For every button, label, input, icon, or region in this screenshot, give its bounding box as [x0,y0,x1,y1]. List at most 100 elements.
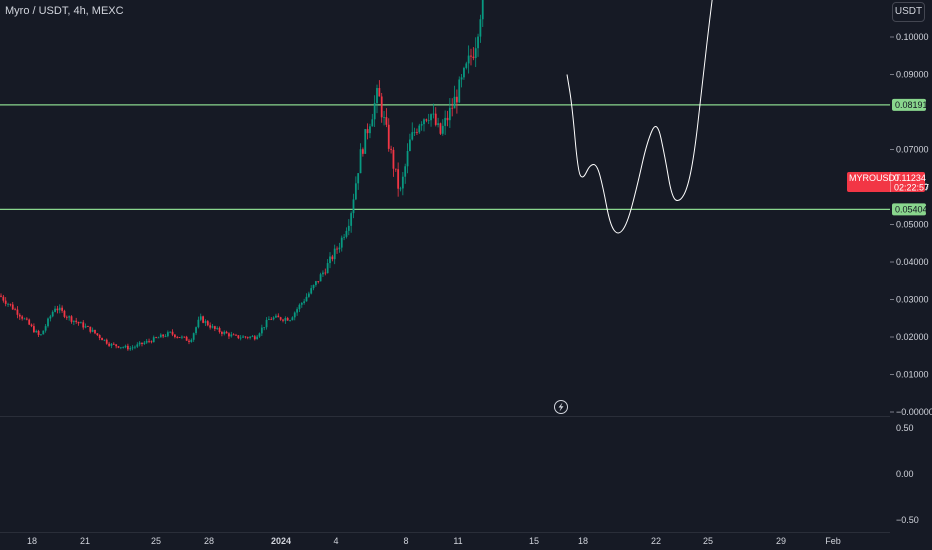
candle-body [385,117,388,125]
candle-body [338,247,341,250]
price-tick-label: 0.04000 [896,257,929,267]
candle-body [110,343,113,346]
candle-body [263,327,266,329]
time-axis-label: 18 [27,536,37,546]
candle-body [423,119,425,125]
time-axis[interactable]: 18 21 25 28 2024 4 8 11 15 18 22 25 29 Feb [27,536,841,546]
price-tick-label: 0.09000 [896,70,929,80]
indicator-tick-label: 0.00 [896,469,914,479]
candle-body [138,342,141,345]
candle-body [430,114,432,121]
candle-body [289,320,291,321]
candle-body [127,345,129,350]
candle-body [420,124,423,126]
candle-body [2,296,5,301]
candle-body [23,318,26,320]
candle-body [115,344,118,347]
candle-body [354,183,357,200]
candle-body [72,320,75,322]
candle-body [54,308,56,312]
candle-body [223,331,226,334]
candle-body [70,316,73,322]
candle-body [237,335,240,339]
candle-body [80,322,82,324]
candle-body [87,326,89,328]
candle-body [206,321,209,326]
lightning-icon[interactable] [554,400,568,414]
horizontal-levels[interactable] [0,104,890,210]
candle-body [369,126,371,134]
candle-body [14,309,16,311]
candle-body [312,284,315,289]
indicator-axis[interactable]: 0.50 0.00 −0.50 [896,423,919,525]
candle-body [77,321,80,324]
candle-body [204,321,207,323]
price-tick-label: −0.00000 [896,407,932,417]
candle-body [68,316,71,318]
candle-body [157,337,160,339]
candle-body [401,176,404,189]
candle-body [268,319,270,321]
candle-body [30,324,33,327]
candle-body [251,336,254,338]
candle-body [406,151,409,167]
time-axis-label: 11 [453,536,462,546]
candle-body [275,315,277,318]
candle-body [185,336,188,341]
candle-body [152,337,155,343]
candle-body [51,311,54,317]
candle-body [18,314,21,317]
indicator-tick-label: 0.50 [896,423,914,433]
candle-body [11,304,14,310]
candle-body [155,337,157,339]
candle-body [317,281,320,282]
candle-body [465,63,468,68]
candle-body [235,334,237,336]
candle-body [336,248,338,250]
indicator-tick-label: −0.50 [896,515,919,525]
candle-body [399,188,402,190]
candle-body [148,340,150,342]
candle-body [131,347,134,349]
candle-body [326,263,329,274]
currency-button[interactable]: USDT [892,2,925,22]
candle-body [190,339,193,342]
candle-body [211,326,214,328]
candle-body [470,55,472,57]
candle-body [441,125,444,134]
candle-body [479,19,482,37]
candle-body [481,0,484,20]
candle-body [112,343,115,345]
projection-drawing[interactable] [566,0,731,234]
candle-body [345,230,348,237]
candlestick-series[interactable] [0,0,559,351]
candle-body [458,79,461,103]
candle-body [171,331,174,335]
symbol-title[interactable]: Myro / USDT, 4h, MEXC [5,5,124,17]
level-tag-bg [892,98,926,111]
candle-body [296,309,298,313]
candle-body [221,332,223,334]
level-tag-label: 0.05404 [895,204,928,214]
candle-body [58,307,61,311]
candle-body [176,337,179,338]
candle-body [218,328,221,333]
candle-body [291,317,294,321]
candle-body [394,168,397,170]
candle-body [319,274,322,282]
candle-body [4,300,7,304]
candle-body [75,320,78,322]
candle-body [195,327,197,334]
candle-body [453,96,456,109]
candle-body [49,316,52,319]
candle-body [446,117,449,121]
candle-body [427,120,430,122]
candle-body [357,173,360,184]
candle-body [197,319,200,328]
candle-body [47,318,49,327]
candle-body [444,117,447,126]
candle-body [432,113,435,115]
candle-body [228,333,230,337]
price-tick-label: 0.01000 [896,370,929,380]
